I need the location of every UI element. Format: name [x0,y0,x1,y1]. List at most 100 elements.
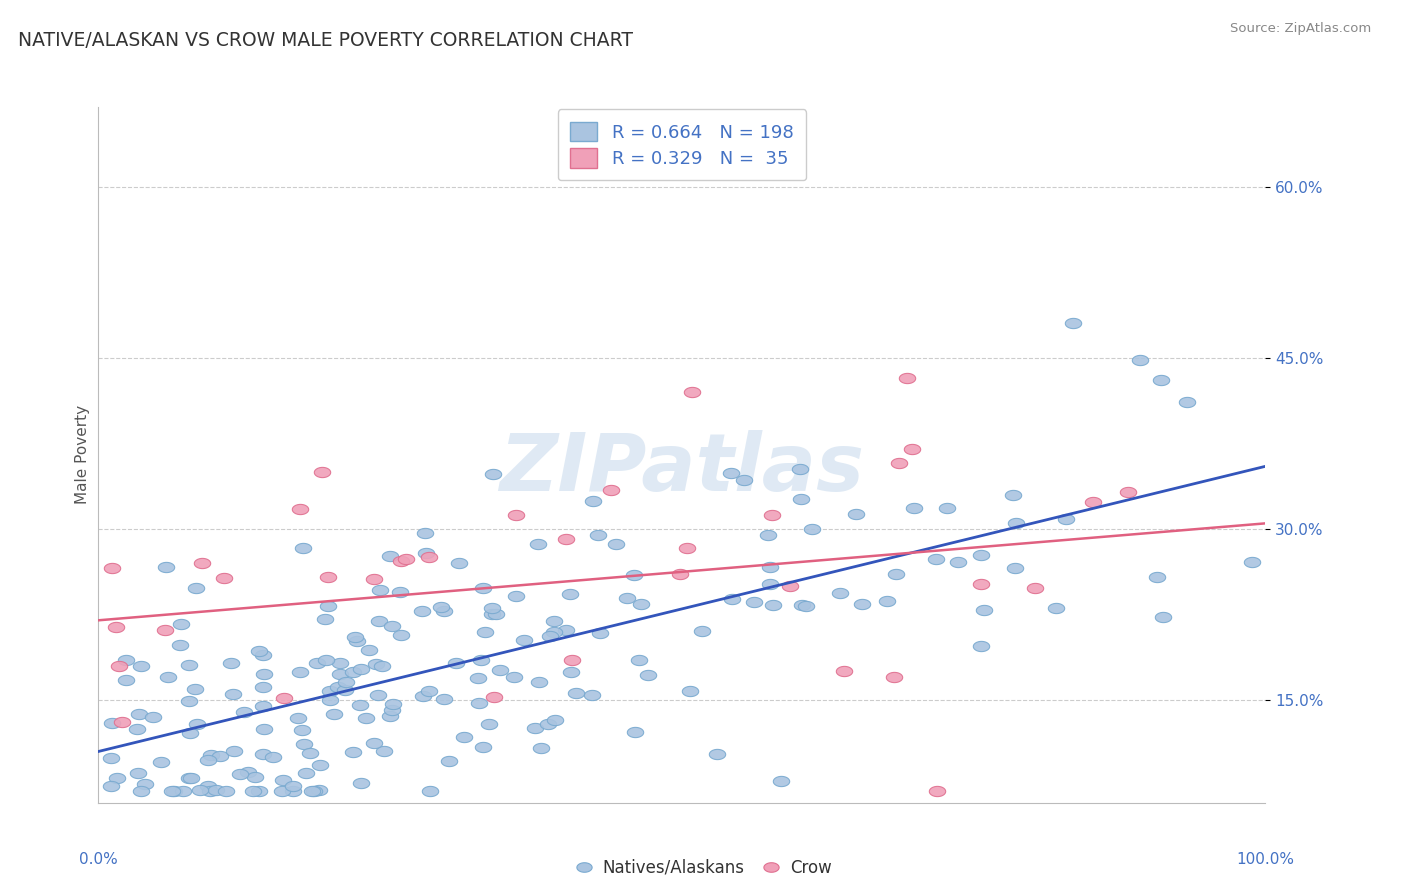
Point [111,714,134,729]
Point [219,656,242,670]
Point [482,690,505,704]
Point [828,586,851,600]
Point [411,604,433,618]
Point [970,576,993,591]
Point [270,784,292,798]
Point [288,502,311,516]
Point [301,784,323,798]
Point [354,711,377,725]
Point [134,777,156,791]
Point [319,684,342,698]
Text: ZIPatlas: ZIPatlas [499,430,865,508]
Point [1004,561,1026,575]
Point [200,784,222,798]
Point [380,549,402,563]
Point [252,648,274,663]
Point [350,776,373,790]
Point [180,771,202,785]
Point [302,784,325,798]
Point [1129,352,1152,367]
Point [588,528,610,542]
Point [177,771,200,785]
Legend: R = 0.664   N = 198, R = 0.329   N =  35: R = 0.664 N = 198, R = 0.329 N = 35 [558,109,806,180]
Point [1240,555,1263,569]
Point [419,784,441,798]
Point [505,508,527,523]
Point [314,612,336,626]
Point [756,528,779,542]
Point [924,551,946,566]
Point [281,784,304,798]
Point [472,581,495,595]
Point [316,569,339,583]
Point [468,696,491,710]
Point [128,707,150,722]
Point [412,690,434,704]
Point [503,670,526,684]
Point [433,691,456,706]
Point [127,765,149,780]
Point [794,599,817,614]
Point [155,623,177,637]
Point [851,597,873,611]
Point [832,664,855,678]
Point [204,783,226,797]
Point [350,662,373,676]
Point [970,548,993,562]
Point [292,737,315,751]
Point [343,630,366,644]
Point [172,784,194,798]
Point [1045,601,1067,615]
Point [561,653,583,667]
Point [884,566,907,581]
Point [616,591,638,606]
Point [228,767,250,781]
Point [1152,610,1174,624]
Point [100,780,122,794]
Point [1146,569,1168,583]
Point [581,688,603,702]
Point [155,559,177,574]
Point [481,607,503,621]
Point [378,709,401,723]
Point [319,692,342,706]
Point [883,670,905,684]
Point [163,784,186,798]
Point [721,592,744,607]
Point [367,614,389,628]
Point [212,570,235,584]
Point [901,442,924,456]
Text: NATIVE/ALASKAN VS CROW MALE POVERTY CORRELATION CHART: NATIVE/ALASKAN VS CROW MALE POVERTY CORR… [18,31,633,50]
Point [170,617,193,632]
Point [936,500,959,515]
Point [186,716,208,731]
Point [1024,581,1046,595]
Point [558,587,581,601]
Point [433,604,456,618]
Y-axis label: Male Poverty: Male Poverty [75,405,90,505]
Point [105,771,128,785]
Text: 100.0%: 100.0% [1236,853,1295,867]
Point [382,698,405,712]
Point [184,681,207,696]
Point [335,674,357,689]
Point [1175,395,1198,409]
Point [169,638,191,652]
Point [599,483,621,498]
Point [394,552,416,566]
Point [342,745,364,759]
Point [179,726,201,740]
Point [970,639,993,653]
Point [1001,488,1024,502]
Point [679,683,702,698]
Point [415,546,437,560]
Point [478,717,501,731]
Point [790,491,813,506]
Point [555,533,578,547]
Point [368,583,391,598]
Point [676,541,699,555]
Point [1004,516,1026,530]
Point [363,736,385,750]
Point [543,614,565,628]
Point [262,750,284,764]
